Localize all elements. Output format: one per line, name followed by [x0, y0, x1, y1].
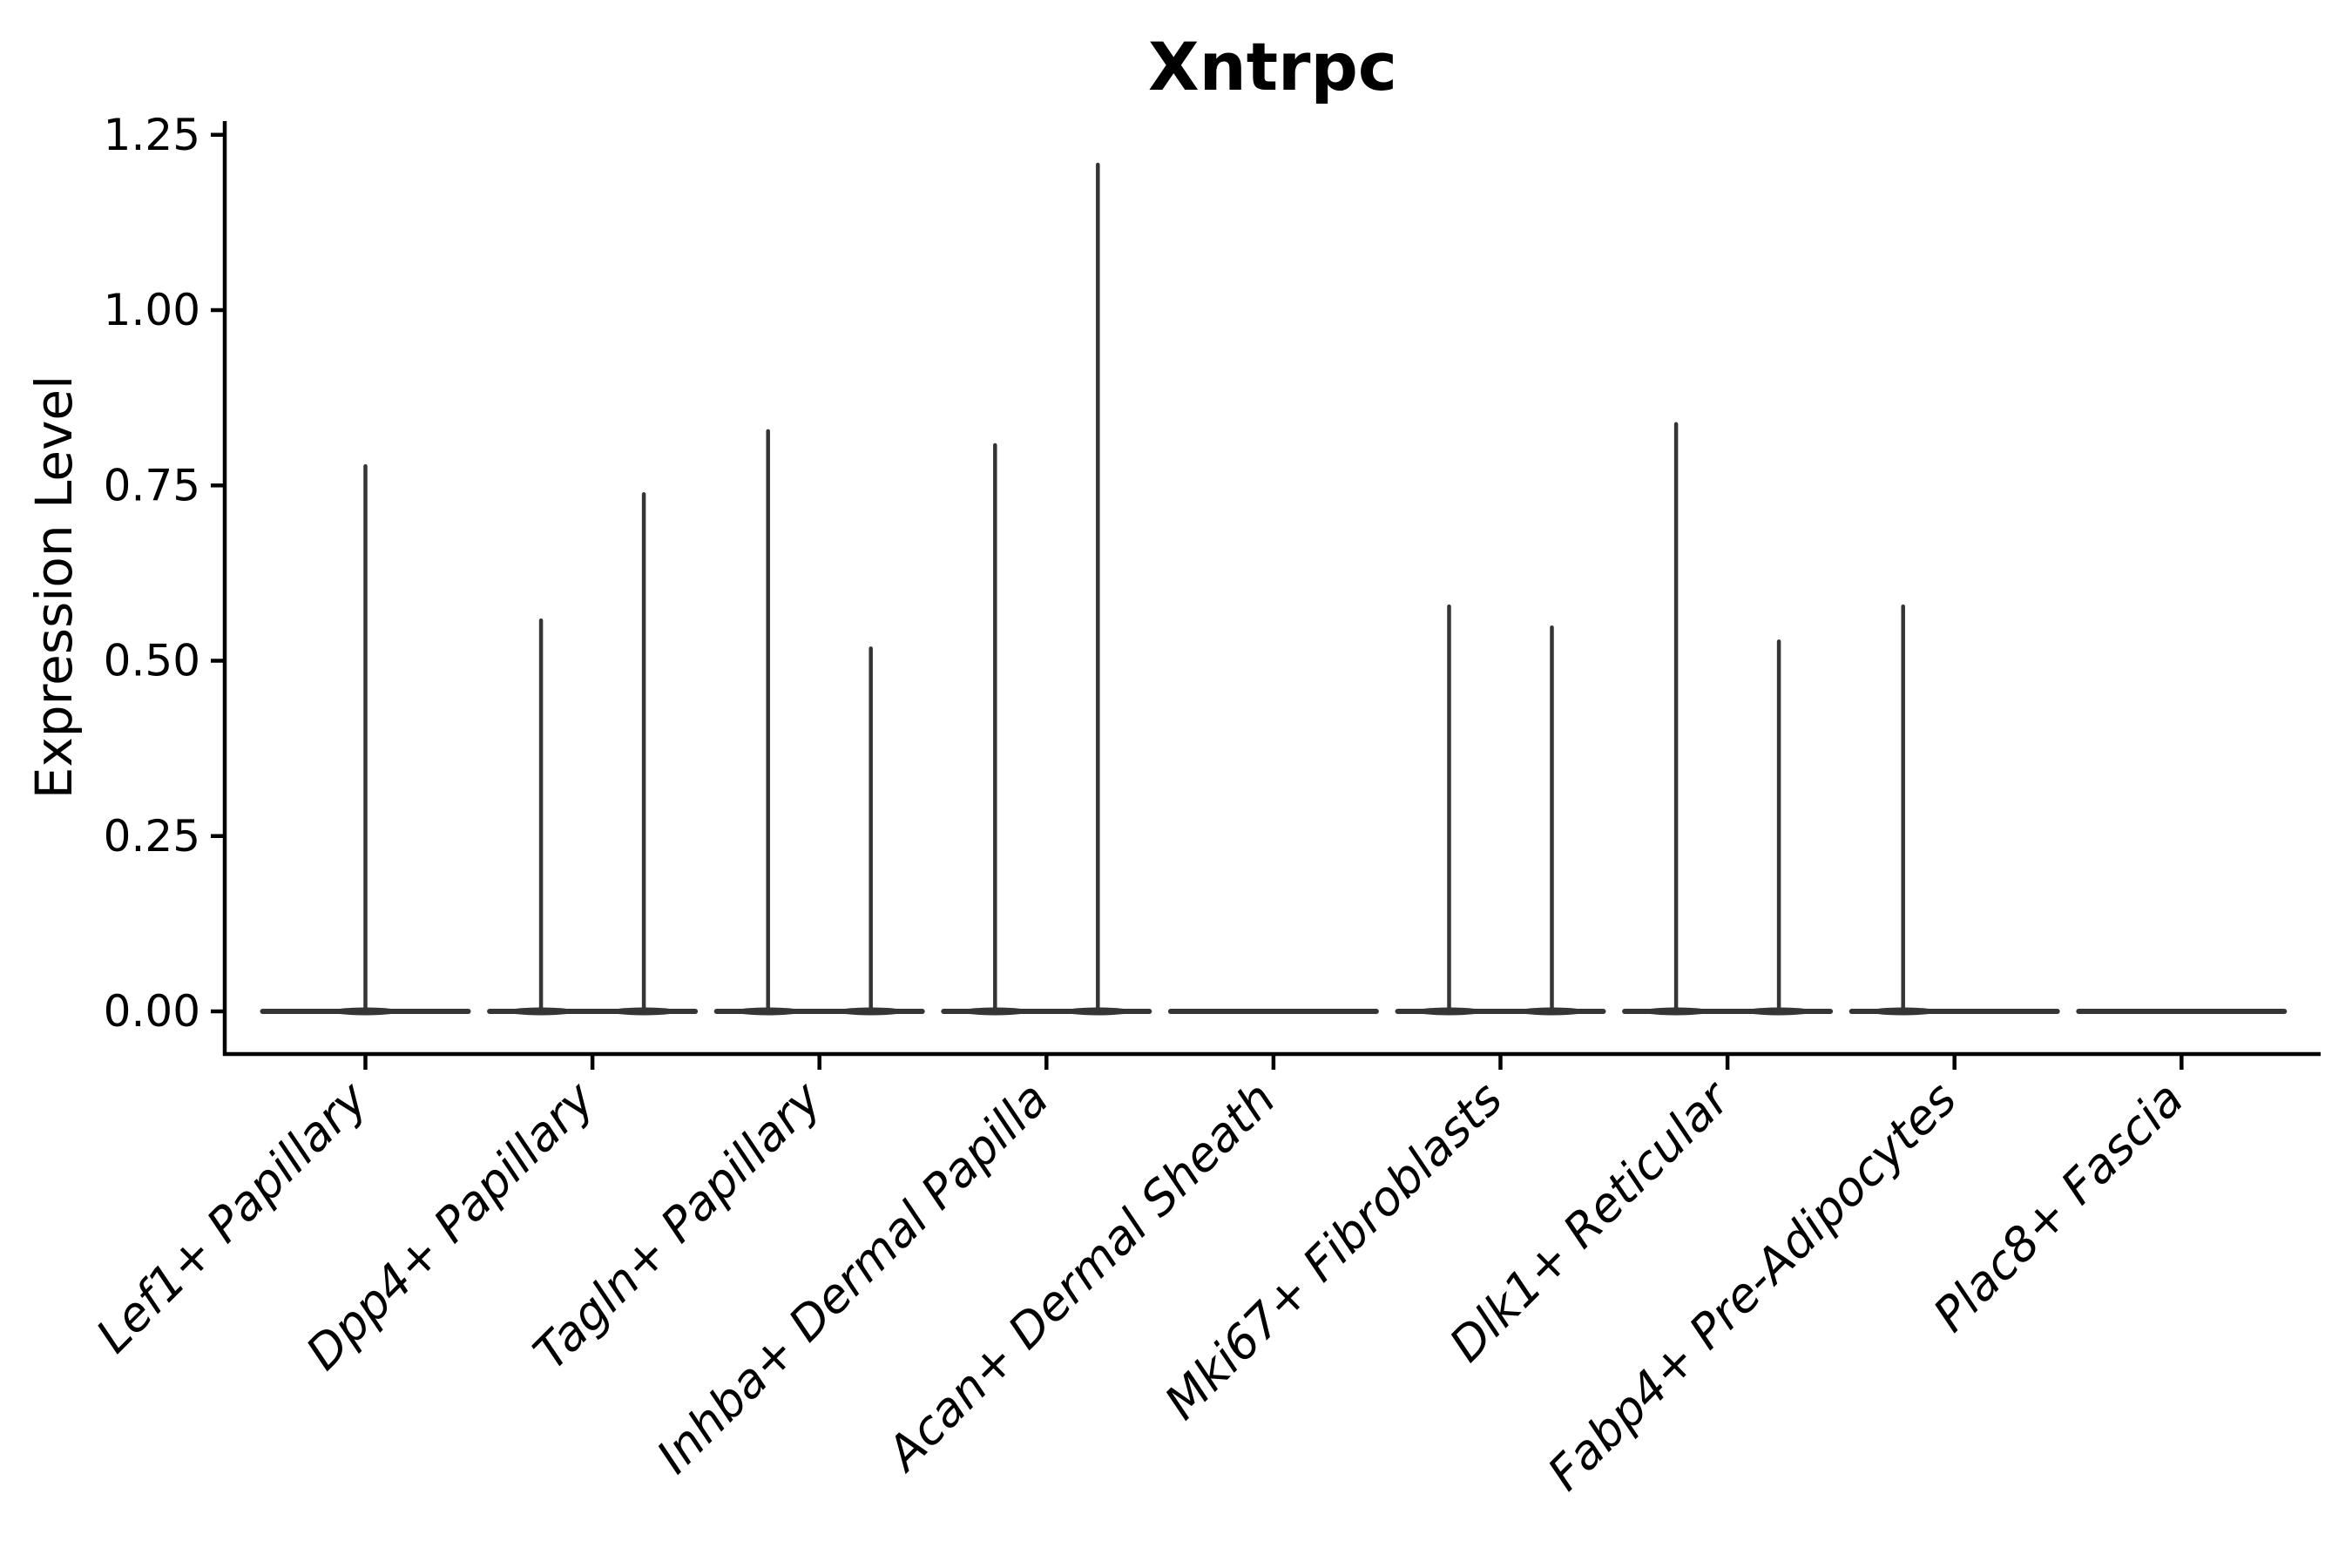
y-tick-label: 0.25	[104, 811, 200, 862]
y-tick-label: 0.50	[104, 636, 200, 686]
y-tick-label: 1.00	[104, 285, 200, 335]
x-tick-label: Fabp4+ Pre-Adipocytes	[1538, 1071, 1967, 1501]
x-tick-label: Acan+ Dermal Sheath	[875, 1071, 1286, 1483]
y-tick-label: 1.25	[104, 110, 200, 160]
x-tick-label: Inhba+ Dermal Papilla	[646, 1071, 1059, 1484]
y-axis-label: Expression Level	[24, 375, 84, 799]
y-tick-label: 0.75	[104, 460, 200, 510]
y-tick-label: 0.00	[104, 986, 200, 1037]
chart-title: Xntrpc	[1148, 28, 1397, 105]
